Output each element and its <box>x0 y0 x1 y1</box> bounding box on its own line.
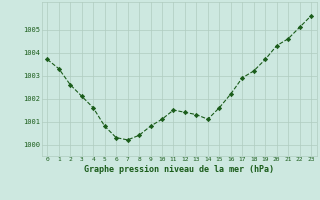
X-axis label: Graphe pression niveau de la mer (hPa): Graphe pression niveau de la mer (hPa) <box>84 165 274 174</box>
